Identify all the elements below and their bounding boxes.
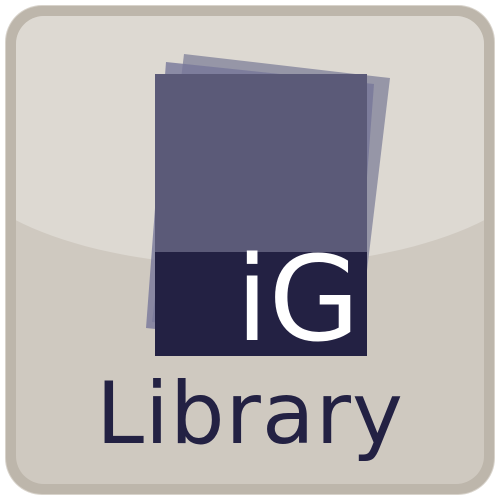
front-page-band (155, 252, 367, 356)
icon-face: iG Library (16, 16, 484, 484)
front-page (155, 74, 367, 356)
app-label: Library (96, 364, 404, 464)
logo-text: iG (236, 230, 360, 368)
ig-library-app-icon[interactable]: iG Library (6, 6, 494, 494)
stacked-pages-icon: iG (146, 54, 390, 368)
